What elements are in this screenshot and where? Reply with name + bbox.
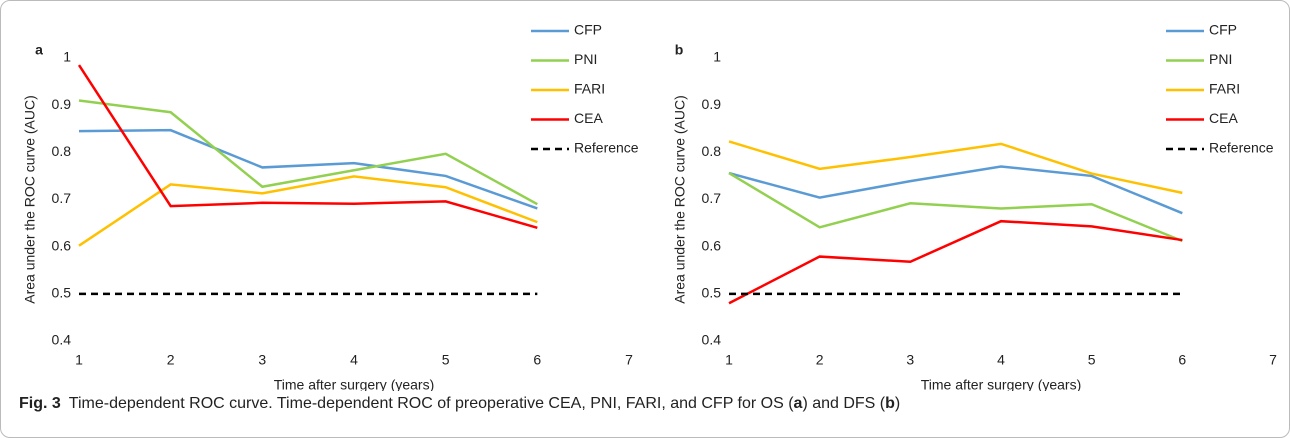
series-line bbox=[78, 128, 538, 210]
x-tick-label: 5 bbox=[442, 352, 450, 368]
y-tick-label: 0.9 bbox=[702, 96, 722, 112]
series-line bbox=[728, 172, 1183, 243]
series-line bbox=[728, 140, 1183, 195]
x-tick-label: 7 bbox=[1269, 352, 1277, 368]
y-axis-title: Area under the ROC curve (AUC) bbox=[22, 95, 38, 304]
x-tick-label: 2 bbox=[167, 352, 175, 368]
x-tick-label: 5 bbox=[1088, 352, 1096, 368]
x-axis-title: Time after surgery (years) bbox=[274, 377, 435, 391]
series-line bbox=[78, 175, 538, 247]
x-tick-label: 1 bbox=[75, 352, 83, 368]
y-tick-label: 0.7 bbox=[52, 190, 72, 206]
x-tick-label: 3 bbox=[906, 352, 914, 368]
x-tick-label: 1 bbox=[725, 352, 733, 368]
charts: 0.4 0.5 0.6 0.7 0.8 0.9 1 1 2 3 4 5 6 7 Time after sur… bbox=[22, 22, 1277, 391]
x-tick-label: 4 bbox=[350, 352, 358, 368]
series-line bbox=[728, 165, 1183, 215]
caption-text: ) bbox=[894, 395, 901, 412]
caption-label: Fig. 3 bbox=[19, 395, 61, 412]
y-tick-label: 1 bbox=[63, 49, 71, 65]
x-tick-label: 4 bbox=[997, 352, 1005, 368]
legend-label: FARI bbox=[574, 81, 605, 97]
x-tick-label: 6 bbox=[533, 352, 541, 368]
caption: Fig. 3 Time-dependent ROC curve. Time-dep… bbox=[19, 395, 900, 413]
x-tick-label: 6 bbox=[1178, 352, 1186, 368]
y-tick-label: 0.4 bbox=[52, 332, 72, 348]
y-tick-label: 0.8 bbox=[52, 143, 72, 159]
series-line bbox=[77, 64, 538, 230]
y-tick-label: 0.7 bbox=[702, 190, 722, 206]
caption-text: a bbox=[793, 395, 803, 412]
panel-label: a bbox=[35, 42, 43, 58]
caption-text: Time-dependent ROC curve. Time-dependent… bbox=[68, 395, 794, 412]
y-tick-label: 0.8 bbox=[702, 143, 722, 159]
y-tick-label: 1 bbox=[713, 49, 721, 65]
panel-label: b bbox=[675, 42, 684, 58]
y-tick-label: 0.9 bbox=[52, 96, 72, 112]
y-tick-label: 0.6 bbox=[52, 237, 72, 253]
caption-text: ) and DFS ( bbox=[802, 395, 886, 412]
legend-label: CFP bbox=[574, 22, 602, 38]
legend-label: Reference bbox=[574, 140, 639, 156]
y-tick-label: 0.5 bbox=[702, 285, 722, 301]
legend-label: PNI bbox=[574, 51, 597, 67]
legend-label: CFP bbox=[1209, 22, 1237, 38]
x-tick-label: 2 bbox=[816, 352, 824, 368]
y-tick-label: 0.5 bbox=[52, 285, 72, 301]
x-tick-label: 7 bbox=[625, 352, 633, 368]
legend-label: PNI bbox=[1209, 51, 1232, 67]
caption-text: b bbox=[885, 395, 895, 412]
legend-label: CEA bbox=[574, 110, 603, 126]
legend-label: Reference bbox=[1209, 140, 1274, 156]
series-line bbox=[78, 99, 538, 206]
x-tick-label: 3 bbox=[258, 352, 266, 368]
y-axis-title: Area under the ROC curve (AUC) bbox=[672, 95, 688, 304]
legend-label: CEA bbox=[1209, 110, 1238, 126]
x-axis-title: Time after surgery (years) bbox=[921, 377, 1082, 391]
y-tick-label: 0.4 bbox=[702, 332, 722, 348]
legend-label: FARI bbox=[1209, 81, 1240, 97]
series-line bbox=[728, 219, 1183, 305]
y-tick-label: 0.6 bbox=[702, 237, 722, 253]
